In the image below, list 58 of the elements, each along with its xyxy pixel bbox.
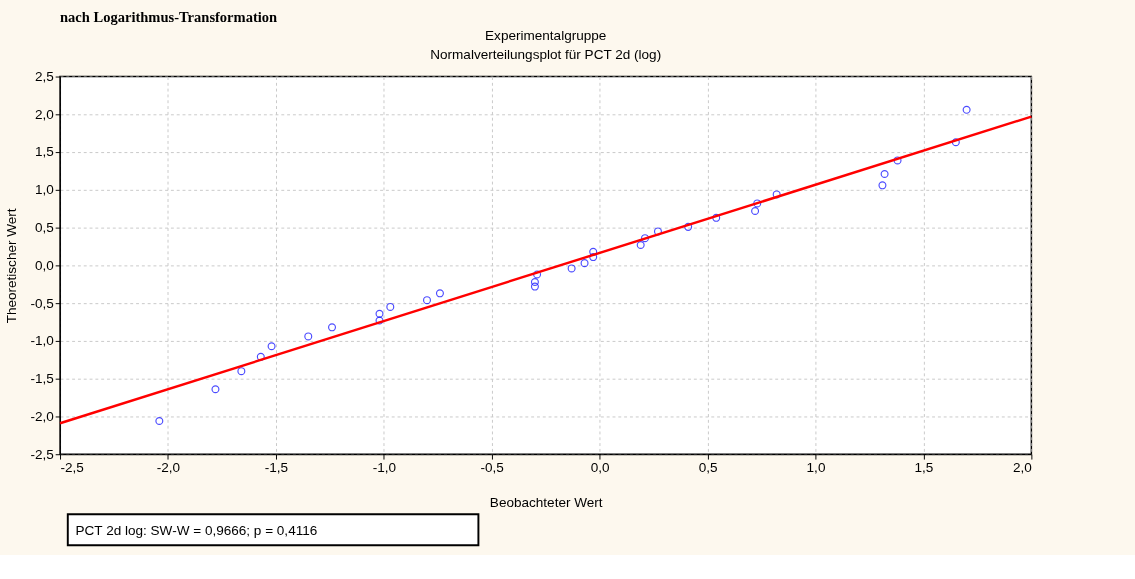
y-tick-label: 0,5 bbox=[34, 219, 54, 235]
x-tick-label: -0,5 bbox=[480, 460, 504, 476]
point bbox=[386, 302, 395, 311]
point bbox=[880, 170, 889, 178]
point bbox=[375, 316, 384, 325]
y-tick-label: 2,5 bbox=[34, 68, 54, 84]
point bbox=[375, 309, 384, 318]
y-tick-label: -0,5 bbox=[30, 295, 54, 311]
text: nach Logarithmus-Transformation bbox=[60, 9, 278, 26]
point bbox=[435, 289, 444, 298]
x-tick-label: 0,0 bbox=[590, 460, 610, 476]
point bbox=[636, 241, 645, 249]
text: PCT 2d log: SW-W = 0,9666; p = 0,4116 bbox=[75, 522, 318, 538]
point bbox=[580, 259, 589, 268]
x-tick-label: 1,5 bbox=[914, 460, 934, 476]
chart-subtitle: Normalverteilungsplot für PCT 2d (log) bbox=[430, 47, 662, 63]
x-tick-label: -2,0 bbox=[156, 460, 181, 476]
y-tick-label: -1,5 bbox=[30, 371, 54, 387]
y-tick-label: -2,5 bbox=[30, 446, 54, 462]
chart-title: Experimentalgruppe bbox=[485, 27, 607, 43]
y-tick-label: -2,0 bbox=[30, 408, 54, 424]
y-tick-label: 0,0 bbox=[34, 257, 54, 273]
point bbox=[893, 156, 902, 165]
point bbox=[155, 417, 164, 425]
point bbox=[589, 247, 598, 256]
y-axis-title: Theoretischer Wert bbox=[3, 208, 19, 324]
point bbox=[712, 213, 721, 222]
point bbox=[951, 138, 960, 147]
point bbox=[684, 222, 693, 231]
point bbox=[530, 282, 539, 291]
x-tick-label: -2,5 bbox=[60, 460, 84, 476]
x-tick-label: 0,5 bbox=[698, 460, 718, 476]
x-tick-label: 2,0 bbox=[1013, 460, 1032, 476]
point bbox=[237, 367, 246, 376]
y-tick-label: 1,0 bbox=[34, 182, 54, 198]
y-tick-label: 2,0 bbox=[34, 106, 54, 122]
point bbox=[211, 385, 220, 394]
x-tick-label: 1,0 bbox=[806, 460, 826, 476]
point bbox=[533, 270, 542, 279]
point bbox=[328, 323, 337, 332]
point bbox=[304, 332, 313, 341]
x-tick-label: -1,5 bbox=[264, 460, 289, 476]
point bbox=[653, 227, 662, 236]
point bbox=[878, 181, 887, 190]
point bbox=[589, 253, 598, 262]
point bbox=[530, 278, 539, 287]
point bbox=[753, 199, 762, 208]
point bbox=[567, 264, 576, 273]
point bbox=[422, 296, 431, 305]
y-tick-label: 1,5 bbox=[34, 144, 54, 160]
point bbox=[751, 207, 760, 216]
y-tick-label: -1,0 bbox=[30, 333, 54, 349]
point bbox=[962, 105, 971, 114]
point bbox=[267, 342, 276, 351]
point bbox=[256, 352, 265, 361]
x-tick-label: -1,0 bbox=[372, 460, 396, 476]
point bbox=[641, 234, 650, 243]
x-axis-title: Beobachteter Wert bbox=[489, 495, 603, 511]
